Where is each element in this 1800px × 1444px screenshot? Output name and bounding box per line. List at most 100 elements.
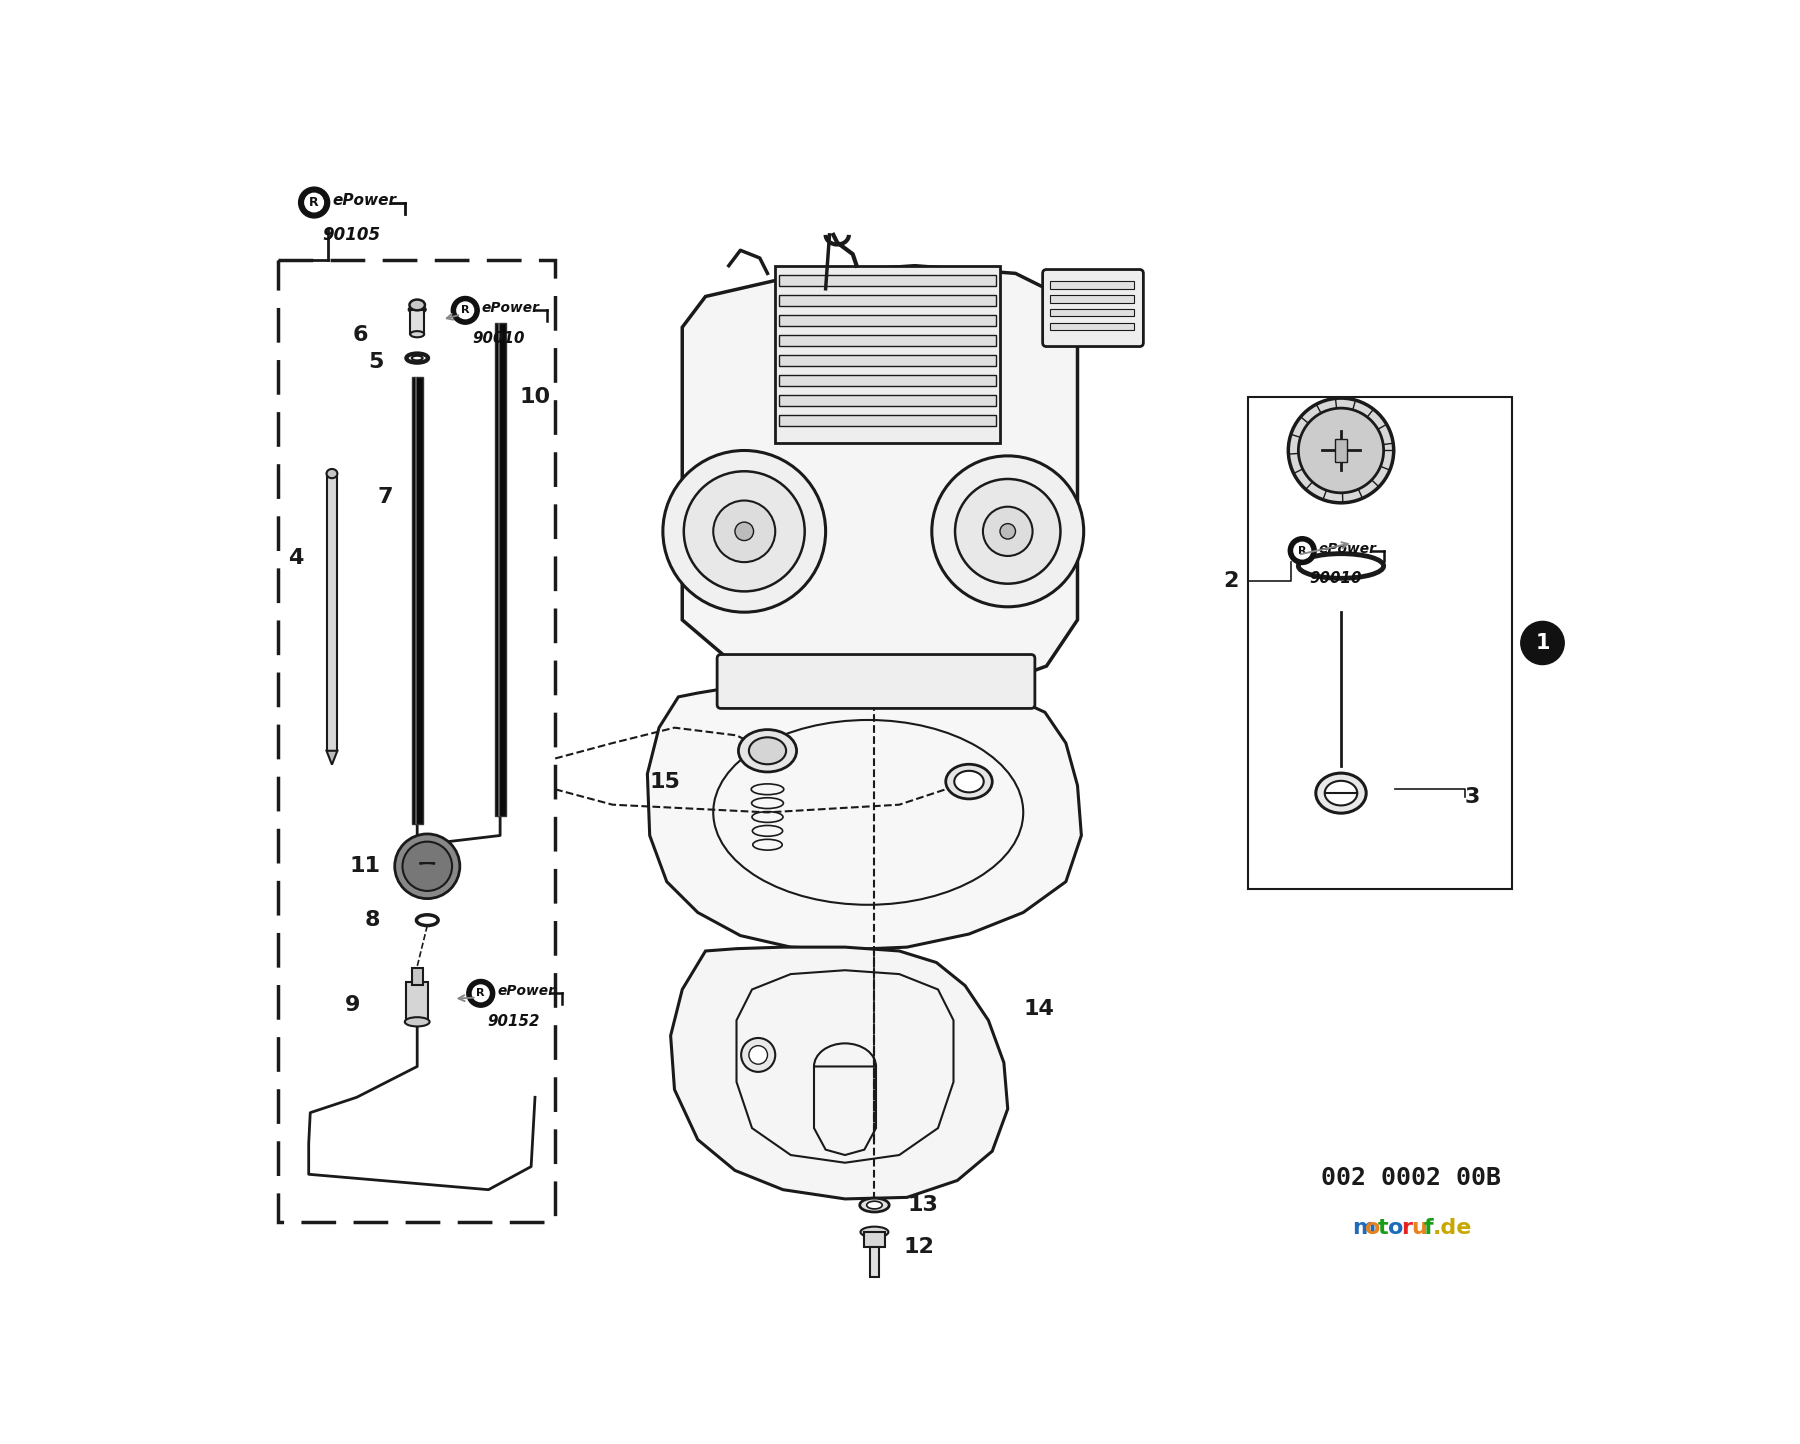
Circle shape (472, 985, 490, 1002)
Bar (407, 982, 428, 1022)
Polygon shape (671, 947, 1008, 1199)
Text: 12: 12 (904, 1238, 934, 1258)
Text: u: u (1411, 1219, 1427, 1238)
Text: 13: 13 (907, 1196, 938, 1214)
Text: f: f (1424, 1219, 1433, 1238)
Polygon shape (648, 682, 1082, 950)
FancyBboxPatch shape (1042, 270, 1143, 347)
Text: 6: 6 (353, 325, 369, 345)
Text: o: o (1388, 1219, 1404, 1238)
Polygon shape (326, 751, 337, 765)
Text: 10: 10 (520, 387, 551, 407)
Bar (1051, 282, 1134, 289)
Text: 1: 1 (1535, 632, 1550, 653)
Text: r: r (1400, 1219, 1411, 1238)
Ellipse shape (409, 299, 425, 310)
Bar (495, 323, 506, 816)
Text: 11: 11 (349, 856, 380, 877)
Text: 90010: 90010 (1309, 572, 1363, 586)
Circle shape (394, 835, 459, 898)
Text: 15: 15 (650, 771, 680, 791)
Text: 90152: 90152 (488, 1014, 540, 1030)
Text: ePower: ePower (1319, 542, 1377, 556)
Bar (869, 1248, 878, 1276)
Text: 5: 5 (369, 352, 383, 373)
Text: .de: .de (1433, 1219, 1472, 1238)
Circle shape (403, 842, 452, 891)
Circle shape (932, 456, 1084, 606)
Bar (779, 295, 995, 306)
Circle shape (983, 507, 1033, 556)
Text: t: t (1377, 1219, 1388, 1238)
Ellipse shape (1316, 773, 1366, 813)
Ellipse shape (868, 1201, 882, 1209)
Circle shape (956, 479, 1060, 583)
Ellipse shape (405, 1017, 430, 1027)
Text: ePower: ePower (497, 985, 556, 998)
Bar (864, 1232, 886, 1248)
Circle shape (1289, 537, 1316, 565)
Ellipse shape (860, 1226, 889, 1238)
Ellipse shape (412, 355, 423, 361)
Ellipse shape (945, 764, 992, 799)
Ellipse shape (409, 306, 427, 313)
Bar (776, 266, 1001, 443)
Circle shape (749, 1045, 767, 1064)
Text: R: R (461, 305, 470, 315)
Text: ePower: ePower (482, 302, 540, 315)
Circle shape (452, 296, 479, 325)
Bar (1336, 439, 1346, 462)
Bar (779, 414, 995, 426)
Ellipse shape (749, 738, 787, 764)
Ellipse shape (954, 771, 985, 793)
Bar (779, 315, 995, 326)
Circle shape (466, 979, 495, 1008)
Bar (779, 274, 995, 286)
Text: o: o (1364, 1219, 1381, 1238)
Circle shape (1298, 409, 1384, 492)
Text: 2: 2 (1224, 572, 1238, 592)
Bar (277, 260, 554, 1222)
Text: 90105: 90105 (322, 225, 380, 244)
Text: R: R (1298, 546, 1307, 556)
Ellipse shape (326, 469, 337, 478)
Bar (499, 323, 500, 816)
Ellipse shape (1325, 781, 1357, 806)
Circle shape (299, 188, 329, 218)
Ellipse shape (738, 729, 797, 773)
Text: 4: 4 (288, 549, 304, 569)
Bar (779, 396, 995, 406)
Text: m: m (1352, 1219, 1375, 1238)
Bar (412, 967, 423, 985)
Circle shape (1521, 621, 1564, 664)
Bar (1247, 397, 1512, 890)
Text: 002 0002 00B: 002 0002 00B (1321, 1167, 1501, 1190)
Circle shape (713, 501, 776, 562)
Bar (412, 377, 423, 825)
Circle shape (304, 193, 324, 212)
Bar (410, 309, 425, 334)
Bar (1051, 322, 1134, 331)
Text: 3: 3 (1465, 787, 1480, 807)
Circle shape (742, 1038, 776, 1071)
Circle shape (684, 471, 805, 592)
Text: 7: 7 (378, 487, 392, 507)
Bar (779, 355, 995, 365)
Text: ePower: ePower (333, 192, 396, 208)
Text: 8: 8 (364, 910, 380, 930)
Bar (1051, 295, 1134, 303)
Text: R: R (310, 196, 319, 209)
Text: 90010: 90010 (472, 331, 526, 347)
Circle shape (1001, 524, 1015, 539)
Circle shape (1289, 399, 1393, 503)
Polygon shape (682, 266, 1078, 697)
Circle shape (734, 523, 754, 540)
Text: 9: 9 (346, 995, 360, 1015)
Bar (779, 335, 995, 345)
Circle shape (662, 451, 826, 612)
Text: R: R (477, 988, 484, 998)
Bar (1051, 309, 1134, 316)
Text: 14: 14 (1022, 999, 1055, 1018)
Bar (779, 375, 995, 386)
Circle shape (457, 302, 473, 319)
